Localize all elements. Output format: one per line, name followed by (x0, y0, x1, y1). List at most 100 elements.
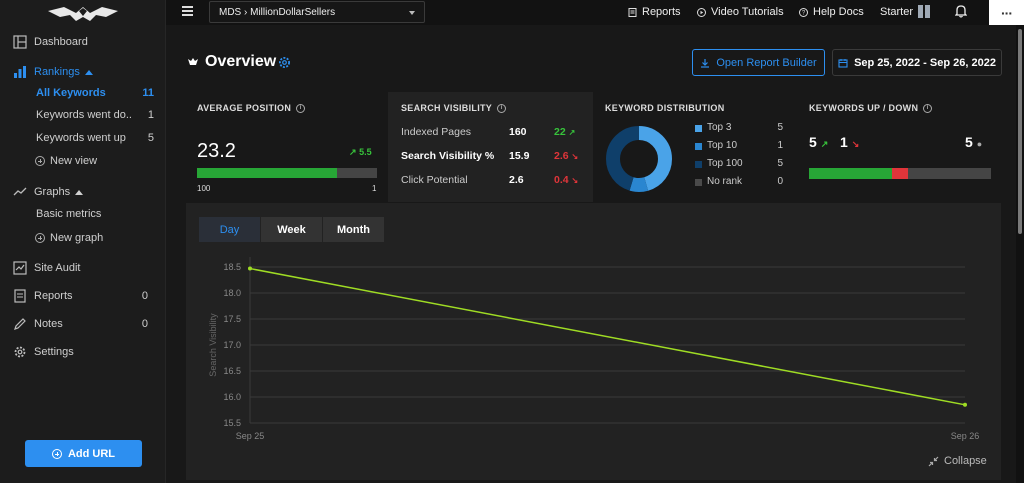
new-graph-button[interactable]: New graph (35, 232, 103, 244)
sidebar-item-site-audit[interactable]: Site Audit (0, 258, 166, 278)
tab-label: Week (277, 223, 306, 236)
delta-value: 5.5 (359, 147, 372, 157)
menu-icon[interactable] (182, 6, 193, 16)
donut-slice-top-100[interactable] (606, 126, 672, 192)
scrollbar-thumb[interactable] (1018, 29, 1022, 234)
help-icon: ? (799, 7, 808, 17)
tab-label: Day (219, 223, 240, 236)
delta-value: 22 (554, 126, 566, 138)
info-icon[interactable]: i (497, 103, 507, 113)
video-tutorials-link[interactable]: Video Tutorials (697, 6, 784, 18)
sidebar-item-keywords-went-down[interactable]: Keywords went do... 1 (36, 106, 154, 124)
info-icon[interactable]: i (296, 103, 306, 113)
collapse-icon (928, 456, 939, 466)
sidebar: Dashboard Rankings All Keywords 11 Keywo… (0, 0, 166, 483)
more-options-button[interactable]: ··· (989, 0, 1024, 25)
keywords-up-count[interactable]: 5 ↗ (809, 134, 828, 150)
legend-label: Top 3 (707, 122, 732, 133)
metric-label: Click Potential (401, 174, 468, 186)
widget-title-text: SEARCH VISIBILITY (401, 103, 493, 113)
legend-item-top-10[interactable]: Top 10 1 (695, 140, 789, 154)
widget-title: KEYWORDS UP / DOWN i (809, 103, 933, 113)
keywords-down-count[interactable]: 1 ↘ (840, 134, 859, 150)
line-chart[interactable]: Search Visibility 15.5 16.0 16.5 17.0 17.5 18.… (186, 248, 1001, 448)
pencil-icon (14, 318, 26, 330)
logo[interactable] (46, 3, 120, 25)
chevron-down-icon (409, 11, 415, 15)
gear-icon (14, 346, 26, 358)
y-axis-label: Search Visibility (208, 313, 218, 377)
help-docs-link[interactable]: ? Help Docs (799, 6, 864, 18)
video-tutorials-label: Video Tutorials (711, 6, 784, 18)
settings-gear-icon[interactable] (278, 56, 291, 69)
tab-month[interactable]: Month (323, 217, 384, 242)
search-visibility-chart-panel: Day Week Month Search Visibility 15.5 16.0… (186, 203, 1001, 480)
dashboard-icon (13, 35, 27, 49)
series-line[interactable] (249, 267, 966, 406)
data-point[interactable] (963, 402, 967, 407)
legend-item-no-rank[interactable]: No rank 0 (695, 176, 789, 190)
document-icon (14, 289, 26, 303)
keyword-distribution-donut[interactable] (604, 124, 674, 194)
metric-row-search-visibility[interactable]: Search Visibility % 15.9 2.6 ↘ (401, 150, 586, 164)
audit-icon (13, 261, 27, 275)
tab-week[interactable]: Week (261, 217, 322, 242)
legend-swatch (695, 161, 702, 168)
metric-delta: 0.4 ↘ (554, 174, 578, 186)
dot-icon: ● (976, 139, 983, 149)
info-icon[interactable]: i (923, 103, 933, 113)
sub-item-count: 1 (147, 109, 154, 121)
sidebar-item-all-keywords[interactable]: All Keywords 11 (36, 84, 154, 102)
bell-icon[interactable] (955, 4, 967, 18)
y-tick-label: 15.5 (223, 418, 241, 428)
sidebar-item-reports[interactable]: Reports 0 (0, 286, 166, 306)
sidebar-item-dashboard[interactable]: Dashboard (0, 32, 166, 52)
sidebar-item-settings[interactable]: Settings (0, 342, 166, 362)
sidebar-item-notes[interactable]: Notes 0 (0, 314, 166, 334)
reports-link[interactable]: Reports (628, 6, 681, 18)
legend-swatch (695, 179, 702, 186)
sidebar-item-graphs[interactable]: Graphs (0, 182, 166, 202)
add-url-button[interactable]: Add URL (25, 440, 142, 467)
count-value: 1 (840, 134, 848, 150)
svg-text:?: ? (802, 10, 806, 16)
metric-label: Search Visibility % (401, 150, 495, 162)
sidebar-item-rankings[interactable]: Rankings (0, 62, 166, 82)
play-icon (697, 7, 706, 17)
legend-value: 0 (777, 176, 783, 187)
sidebar-item-label: Rankings (34, 66, 80, 78)
top-bar: MDS › MillionDollarSellers Reports Video… (166, 0, 1024, 25)
open-report-builder-button[interactable]: Open Report Builder (692, 49, 825, 76)
date-range-picker[interactable]: Sep 25, 2022 - Sep 26, 2022 (832, 49, 1002, 76)
arrow-down-icon: ↘ (571, 176, 579, 185)
keyword-distribution-widget: KEYWORD DISTRIBUTION Top 3 5 Top 10 1 To… (593, 92, 796, 202)
donut-slice-top-10[interactable] (606, 126, 672, 192)
widget-title-text: KEYWORD DISTRIBUTION (605, 103, 725, 113)
more-icon: ··· (1001, 4, 1013, 21)
metric-label: Indexed Pages (401, 126, 472, 138)
arrow-up-icon: ↗ (820, 139, 829, 149)
sidebar-item-keywords-went-up[interactable]: Keywords went up 5 (36, 129, 154, 147)
scrollbar[interactable] (1016, 25, 1024, 483)
legend-item-top-3[interactable]: Top 3 5 (695, 122, 789, 136)
sidebar-item-label: Reports (34, 290, 73, 302)
sidebar-item-count: 0 (141, 318, 148, 330)
count-value: 5 (965, 134, 973, 150)
caret-up-icon (84, 69, 93, 75)
site-selector[interactable]: MDS › MillionDollarSellers (209, 1, 425, 23)
keywords-unchanged-count[interactable]: 5 ● (965, 134, 982, 150)
collapse-button[interactable]: Collapse (928, 455, 987, 467)
sidebar-item-basic-metrics[interactable]: Basic metrics (36, 205, 154, 223)
page-title: Overview (205, 53, 277, 70)
average-position-value: 23.2 (197, 140, 236, 162)
sub-item-label: Basic metrics (36, 208, 102, 220)
legend-item-top-100[interactable]: Top 100 5 (695, 158, 789, 172)
new-view-button[interactable]: New view (35, 155, 97, 167)
caret-up-icon (75, 189, 84, 195)
tab-day[interactable]: Day (199, 217, 260, 242)
metric-row-click-potential[interactable]: Click Potential 2.6 0.4 ↘ (401, 174, 586, 188)
arrow-up-icon: ↗ (568, 128, 576, 137)
data-point[interactable] (248, 266, 252, 271)
sidebar-item-label: Settings (34, 346, 74, 358)
y-tick-label: 16.0 (223, 392, 241, 402)
